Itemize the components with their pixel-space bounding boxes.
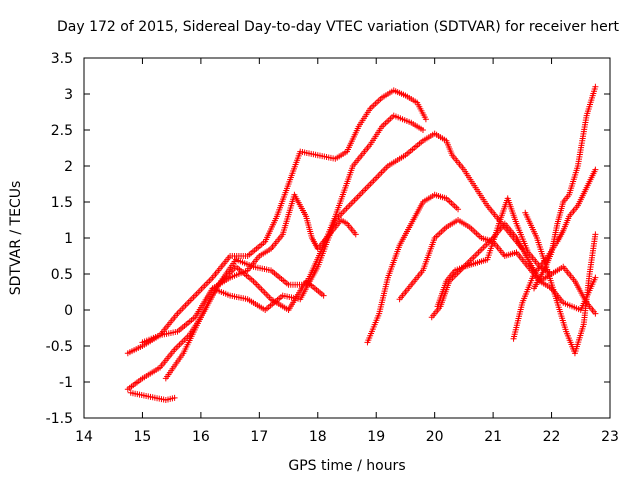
series-track-5 xyxy=(162,263,327,382)
series-track-3 xyxy=(127,389,178,403)
series-markers xyxy=(209,130,526,313)
x-tick-label: 18 xyxy=(309,429,327,445)
series-track-2 xyxy=(124,112,426,393)
series-markers xyxy=(434,195,599,317)
series-track-1 xyxy=(124,87,429,357)
y-tick-label: -0.5 xyxy=(46,339,73,355)
series-markers xyxy=(162,263,327,382)
y-tick-label: 0.5 xyxy=(51,267,73,283)
y-tick-label: 1.5 xyxy=(51,195,73,211)
series-markers xyxy=(127,389,178,403)
series-markers xyxy=(531,83,599,292)
series-track-7 xyxy=(364,191,462,346)
x-axis-label: GPS time / hours xyxy=(288,458,405,474)
series-track-10 xyxy=(434,195,599,317)
axis-ticks: 14 15 16 17 18 19 20 21 22 23 -1.5 -1 -0.5 0 0.5 1 1.5 2 2… xyxy=(46,51,619,445)
series-markers xyxy=(522,209,599,357)
y-tick-label: 1 xyxy=(64,231,73,247)
series-track-11 xyxy=(510,166,599,342)
series-markers xyxy=(364,191,462,346)
x-tick-label: 16 xyxy=(192,429,210,445)
y-tick-label: 3 xyxy=(64,87,73,103)
series-track-13 xyxy=(531,83,599,292)
x-tick-label: 23 xyxy=(601,429,619,445)
y-tick-label: 0 xyxy=(64,303,73,319)
y-tick-label: -1 xyxy=(59,375,73,391)
y-tick-label: -1.5 xyxy=(46,411,73,427)
x-tick-label: 14 xyxy=(75,429,93,445)
series-layer xyxy=(124,83,599,403)
x-tick-label: 15 xyxy=(134,429,152,445)
x-tick-label: 21 xyxy=(484,429,502,445)
series-markers xyxy=(510,166,599,342)
y-tick-label: 2 xyxy=(64,159,73,175)
y-tick-label: 3.5 xyxy=(51,51,73,67)
series-track-6 xyxy=(209,130,526,313)
series-markers xyxy=(124,112,426,393)
y-tick-label: 2.5 xyxy=(51,123,73,139)
x-tick-label: 19 xyxy=(367,429,385,445)
series-track-12 xyxy=(522,209,599,357)
chart-title: Day 172 of 2015, Sidereal Day-to-day VTE… xyxy=(57,19,619,35)
y-axis-label: SDTVAR / TECUs xyxy=(8,181,24,296)
series-markers xyxy=(124,87,429,357)
x-tick-label: 22 xyxy=(543,429,561,445)
x-tick-label: 17 xyxy=(250,429,268,445)
x-tick-label: 20 xyxy=(426,429,444,445)
